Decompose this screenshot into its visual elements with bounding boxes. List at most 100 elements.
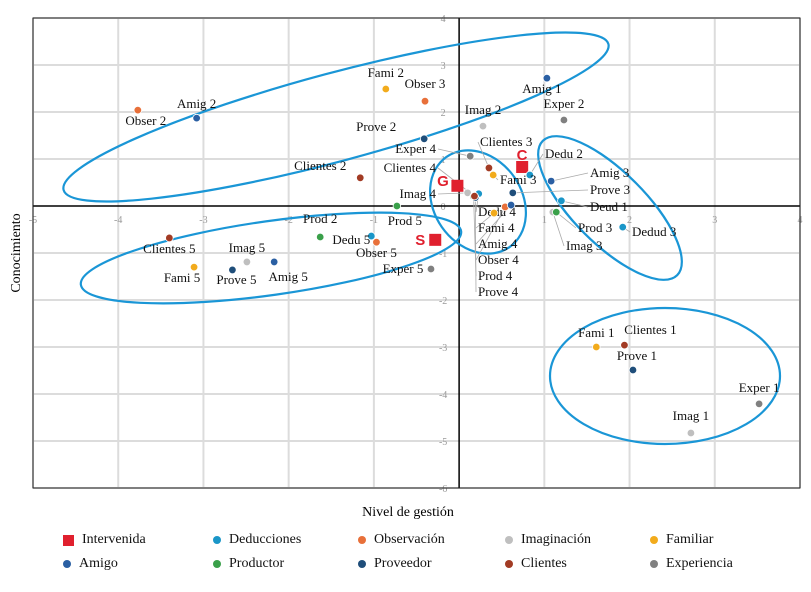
point-prove-1 [628, 365, 638, 375]
legend-label: Deducciones [229, 532, 302, 547]
point-label: Amig 5 [268, 269, 307, 284]
point-clientes-3 [484, 163, 494, 173]
point-label: Clientes 2 [294, 158, 346, 173]
legend-item: Productor [213, 556, 284, 572]
point-label: Prove 3 [590, 182, 630, 197]
point-label: Prove 1 [617, 348, 657, 363]
leader-line [475, 206, 506, 261]
point-exper-1 [754, 399, 764, 409]
legend-label: Familiar [666, 532, 714, 547]
point-label: Prove 4 [478, 284, 519, 299]
point-obser-2 [133, 105, 143, 115]
leader-line [551, 172, 589, 182]
point-label: Amig 1 [522, 81, 561, 96]
y-tick-label: -2 [439, 296, 447, 307]
point-label: Obser 2 [125, 113, 166, 128]
point-amig-2 [192, 113, 201, 123]
legend-label: Intervenida [82, 532, 146, 547]
point-label: Dedu 2 [545, 146, 583, 161]
legend-item: Clientes [505, 556, 567, 572]
point-dedu-5 [367, 231, 376, 241]
point-label: Prove 2 [356, 119, 396, 134]
square-marker-icon [63, 534, 74, 546]
point-fami-2 [381, 84, 391, 94]
y-tick-label: -1 [439, 249, 447, 260]
point-imag-5 [242, 257, 252, 267]
cluster-ellipse-5 [79, 211, 463, 305]
point-label: Imag 3 [566, 238, 602, 253]
point-label: Fami 1 [578, 325, 614, 340]
y-tick-label: -3 [439, 343, 447, 354]
leader-line [475, 204, 512, 245]
point-amig-1 [542, 73, 552, 83]
legend-item: Amigo [63, 556, 118, 572]
point-label: Deud 1 [590, 199, 628, 214]
point-c [516, 160, 529, 173]
point-label: Fami 3 [500, 172, 536, 187]
circle-marker-icon [650, 536, 658, 544]
point-g [451, 179, 464, 192]
point-prove-3 [508, 188, 518, 198]
legend-item: Imaginación [505, 532, 591, 548]
point-label: Dedud 3 [632, 224, 676, 239]
point-label: Fami 5 [164, 270, 200, 285]
point-label: Dedu 5 [332, 232, 370, 247]
point-imag-1 [686, 428, 696, 438]
point-imag-2 [478, 121, 488, 131]
point-label: G [437, 173, 449, 190]
x-tick-label: 3 [712, 215, 717, 226]
legend-label: Clientes [521, 556, 567, 571]
x-axis-label: Nivel de gestión [362, 505, 454, 520]
point-label: Amig 2 [177, 96, 216, 111]
legend-item: Deducciones [213, 532, 301, 548]
point-label: Imag 4 [400, 186, 437, 201]
point-amig-3 [546, 176, 556, 186]
point-label: Clientes 1 [624, 322, 676, 337]
leader-line [512, 189, 589, 194]
point-label: Fami 4 [478, 220, 515, 235]
point-label: Obser 5 [356, 245, 397, 260]
plot-border [32, 17, 801, 489]
point-label: C [517, 147, 528, 164]
point-clientes-1 [620, 340, 629, 350]
point-label: Prod 5 [388, 213, 422, 228]
x-tick-label: -3 [199, 215, 207, 226]
point-label: Exper 5 [383, 261, 424, 276]
point-label: Obser 3 [405, 76, 446, 91]
point-prod-2 [315, 232, 325, 242]
circle-marker-icon [505, 536, 513, 544]
y-axis-label: Conocimiento [9, 213, 24, 292]
point-dedu-2 [525, 170, 535, 180]
point-fami-3 [489, 170, 498, 180]
point-label: Clientes 4 [384, 160, 437, 175]
point-exper-2 [559, 115, 569, 125]
point-label: S [415, 232, 425, 249]
point-amig-5 [269, 257, 279, 267]
circle-marker-icon [650, 560, 658, 568]
point-label: Clientes 3 [480, 134, 532, 149]
legend-label: Imaginación [521, 532, 591, 547]
point-deud-1 [557, 196, 566, 206]
cluster-ellipse-2 [62, 31, 610, 203]
point-clientes-5 [165, 233, 174, 243]
legend-item: Proveedor [358, 556, 432, 572]
x-tick-label: 1 [542, 215, 547, 226]
x-tick-label: 2 [627, 215, 632, 226]
point-label: Imag 1 [673, 408, 709, 423]
point-label: Obser 4 [478, 252, 519, 267]
legend-label: Amigo [79, 556, 118, 571]
x-tick-label: -1 [370, 215, 378, 226]
point-label: Prod 4 [478, 268, 513, 283]
point-label: Prove 5 [216, 272, 256, 287]
leader-line [556, 211, 577, 229]
circle-marker-icon [505, 560, 513, 568]
point-dedud-3 [618, 222, 627, 232]
point-label: Prod 3 [578, 220, 612, 235]
circle-marker-icon [358, 536, 366, 544]
leader-line [474, 197, 477, 293]
point-amig-4 [506, 200, 516, 210]
cluster-ellipse-4 [429, 149, 527, 255]
